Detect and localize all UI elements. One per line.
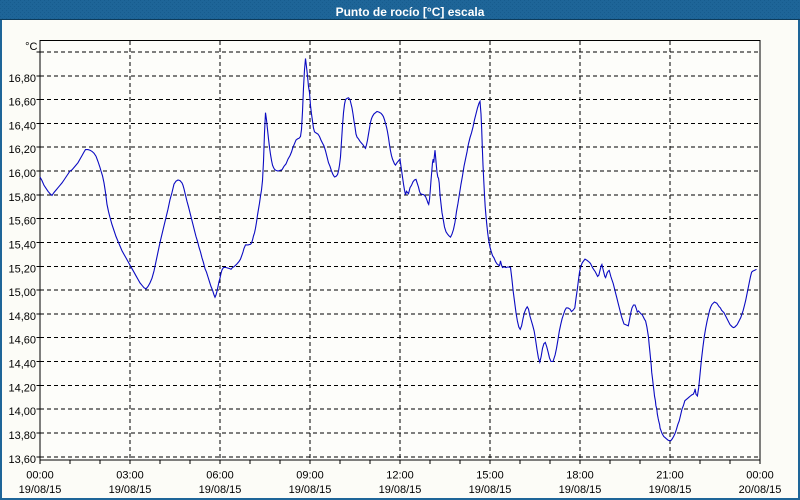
svg-text:13,60: 13,60 — [8, 454, 36, 466]
svg-text:13,80: 13,80 — [8, 430, 36, 442]
svg-text:15,40: 15,40 — [8, 239, 36, 251]
svg-text:15,00: 15,00 — [8, 287, 36, 299]
svg-text:19/08/15: 19/08/15 — [649, 484, 692, 496]
svg-text:19/08/15: 19/08/15 — [199, 484, 242, 496]
svg-text:06:00: 06:00 — [206, 470, 234, 482]
svg-text:15,20: 15,20 — [8, 263, 36, 275]
svg-text:Punto de rocío [°C] escala: Punto de rocío [°C] escala — [336, 5, 485, 19]
svg-text:09:00: 09:00 — [296, 470, 324, 482]
svg-text:20/08/15: 20/08/15 — [739, 484, 782, 496]
svg-text:19/08/15: 19/08/15 — [559, 484, 602, 496]
svg-text:00:00: 00:00 — [26, 470, 54, 482]
svg-text:14,80: 14,80 — [8, 311, 36, 323]
svg-text:15,60: 15,60 — [8, 216, 36, 228]
svg-text:18:00: 18:00 — [566, 470, 594, 482]
svg-text:21:00: 21:00 — [656, 470, 684, 482]
svg-text:19/08/15: 19/08/15 — [469, 484, 512, 496]
svg-text:14,20: 14,20 — [8, 382, 36, 394]
svg-text:14,00: 14,00 — [8, 406, 36, 418]
svg-text:14,60: 14,60 — [8, 335, 36, 347]
svg-text:14,40: 14,40 — [8, 359, 36, 371]
svg-text:16,40: 16,40 — [8, 120, 36, 132]
svg-text:19/08/15: 19/08/15 — [289, 484, 332, 496]
svg-text:16,20: 16,20 — [8, 144, 36, 156]
svg-text:03:00: 03:00 — [116, 470, 144, 482]
svg-text:19/08/15: 19/08/15 — [109, 484, 152, 496]
svg-text:19/08/15: 19/08/15 — [19, 484, 62, 496]
svg-text:16,60: 16,60 — [8, 97, 36, 109]
svg-text:12:00: 12:00 — [386, 470, 414, 482]
svg-text:15:00: 15:00 — [476, 470, 504, 482]
svg-text:16,00: 16,00 — [8, 168, 36, 180]
svg-text:00:00: 00:00 — [746, 470, 774, 482]
svg-text:°C: °C — [25, 41, 37, 53]
svg-text:15,80: 15,80 — [8, 192, 36, 204]
svg-text:19/08/15: 19/08/15 — [379, 484, 422, 496]
svg-text:16,80: 16,80 — [8, 73, 36, 85]
